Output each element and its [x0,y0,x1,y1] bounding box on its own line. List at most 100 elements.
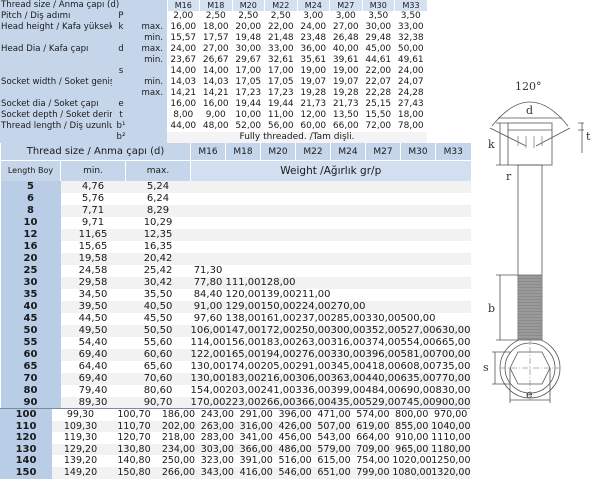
weight-cell: 183,00 [225,373,261,385]
weight-cell [365,205,401,217]
dim-k-label: k [488,138,495,151]
weight-cell [436,241,471,253]
length-cell: 65 [0,361,61,373]
weight-cell [226,193,261,205]
weight-cell [260,229,296,241]
spec-value: 30,00 [365,22,392,32]
weight-cell [366,265,401,277]
dim-r-label: r [506,170,512,183]
spec-symbol: e [112,99,130,110]
weight-cell: 345,00 [330,361,366,372]
weight-cell: 664,00 [356,432,390,444]
spec-row: Head height / Kafa yüksekliğikmax.16,00 1… [0,22,427,33]
spec-row: Socket width / Soket genişliğimin.14,031… [0,77,427,88]
spec-limit [130,110,168,121]
spec-value: 30,00 [235,44,262,54]
weight-cell: 399,00 [330,385,366,396]
weight-cell: 1040,00 [431,420,471,433]
weight-cell [401,289,436,301]
weight-cell: 114,00 [190,337,226,348]
spec-value: 17,00 [267,66,294,76]
spec-value: 14,00 [170,66,197,76]
spec-value: 3,50 [368,11,389,21]
min-cell: 139,20 [63,455,98,467]
max-cell: 30,42 [125,277,191,289]
table-row: 30 29,58 30,42 77,80 111,00 128,00 [0,277,471,289]
spec-value: 24,00 [300,22,327,32]
spec-value: 3,00 [303,11,324,21]
weight-cell [400,253,436,265]
long-length-table: 100 99,30 100,70 186,00 243,00 291,00 396,00 47… [0,408,471,479]
weight-cell: 285,00 [330,313,366,324]
spec-row: min. 23,67 26,67 29,67 32,61 35,61 39,61 44,61 4… [0,55,427,66]
weight-cell: 507,00 [314,420,354,433]
spec-value: 18,00 [397,110,424,120]
max-cell: 80,60 [143,385,173,396]
specification-table: Thread size / Anma çapı (d) M16 M18 M20 M22 M… [0,0,428,143]
spec-limit [130,121,168,132]
spec-value: 15,57 [170,33,197,43]
spec-value: 16,00 [202,99,229,109]
max-cell: 65,60 [143,361,173,372]
weight-cell [226,217,261,229]
weight-cell: 546,00 [275,466,315,479]
spec-value: 15,50 [365,110,392,120]
size-header-m22: M22 [295,143,331,161]
spec-value: 21,73 [300,99,327,109]
weight-cell [330,181,366,193]
weight-cell: 266,00 [260,397,296,409]
weight-cell: 194,00 [260,349,296,361]
spec-symbol [112,77,130,88]
spec-value: 2,50 [270,11,291,21]
length-cell: 16 [0,241,61,253]
weight-cell: 529,00 [365,397,401,409]
weight-cell: 306,00 [295,373,331,385]
spec-value: 23,48 [300,33,327,43]
table-row: 90 89,30 90,70 170,00 223,00 266,00 366,00 435,… [0,397,471,409]
weight-cell [331,241,366,253]
spec-value: 14,03 [202,77,229,87]
weight-cell: 128,00 [260,277,296,289]
spec-header-row: Thread size / Anma çapı (d) M16 M18 M20 M22 M… [0,0,428,11]
spec-value: 16,00 [170,22,197,32]
weight-cell: 106,00 [190,325,226,337]
max-cell: 20,42 [125,253,191,265]
weight-cell: 579,00 [314,443,354,456]
weight-cell [365,277,401,289]
spec-value: 19,48 [235,33,262,43]
weight-cell: 202,00 [159,420,198,433]
spec-value: 22,28 [365,88,392,98]
weight-cell: 218,00 [161,432,196,444]
weight-cell [295,253,331,265]
size-header-m33: M33 [435,143,471,161]
weight-cell: 203,00 [225,385,261,396]
fully-threaded-note: Fully threaded. /Tam dişli. [167,132,428,143]
weight-cell [400,277,436,289]
spec-value: 19,07 [332,77,359,87]
max-cell: 16,35 [143,241,173,252]
min-cell: 24,58 [78,265,108,276]
weight-cell: 635,00 [400,373,436,385]
weight-cell: 130,00 [190,373,226,385]
weight-cell: 615,00 [317,455,351,467]
length-cell: 45 [0,313,61,325]
spec-value: 19,44 [267,99,294,109]
weight-cell: 581,00 [400,349,436,361]
spec-value: 19,07 [300,77,327,87]
spec-value: 40,00 [332,44,359,54]
size-header-m18: M18 [199,0,233,11]
spec-symbol: b² [112,132,130,143]
size-header-m20: M20 [231,0,265,11]
weight-cell: 343,00 [197,466,237,479]
weight-cell [190,205,226,217]
min-cell: 9,71 [81,217,105,228]
weight-cell [296,217,331,229]
weight-cell [261,193,296,205]
weight-cell: 435,00 [330,397,366,409]
weight-cell: 71,30 [193,265,223,276]
weight-cell [400,181,436,193]
max-cell: 5,24 [125,181,191,193]
size-header-m16: M16 [166,0,200,11]
weight-cell: 471,00 [317,409,351,420]
spec-value: 44,00 [170,121,197,131]
